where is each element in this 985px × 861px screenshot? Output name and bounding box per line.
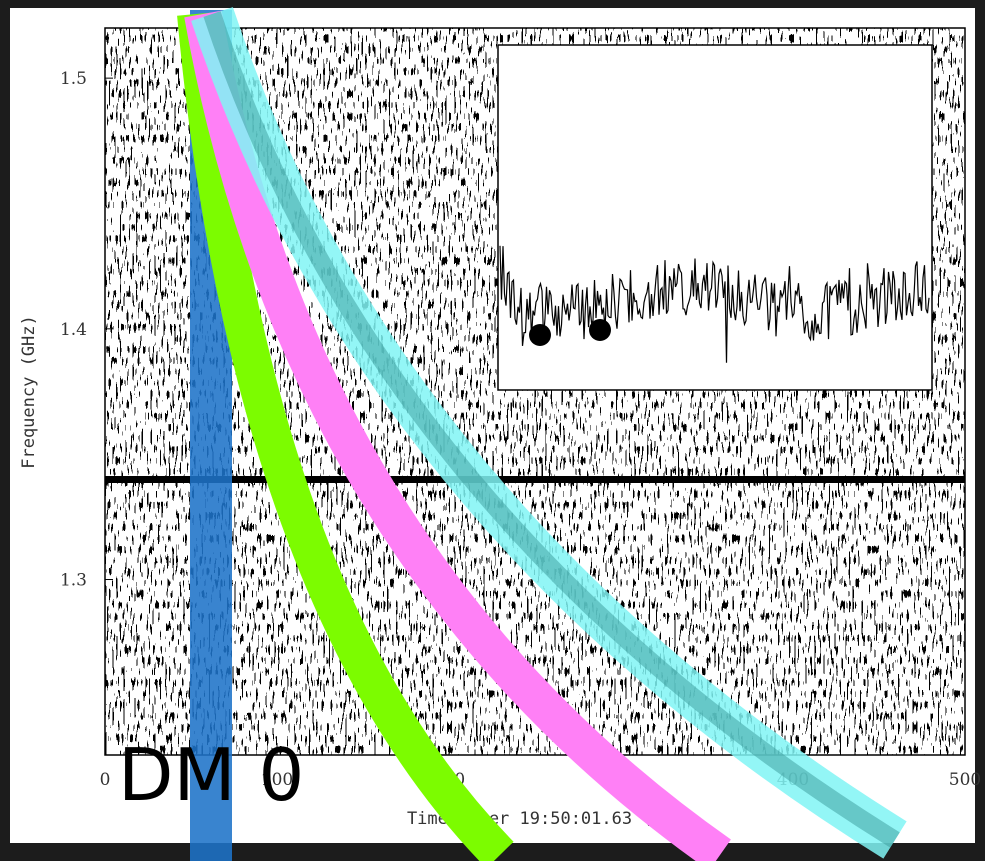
y-tick-label: 1.4	[60, 320, 87, 340]
y-tick-label: 1.3	[60, 571, 87, 591]
y-tick-label: 1.5	[60, 69, 87, 89]
page: {"chart_data": {"type": "spectrum", "xla…	[0, 0, 985, 861]
y-axis-label: Frequency (GHz)	[19, 315, 39, 469]
x-tick-label: 0	[100, 770, 111, 790]
rfi-line	[105, 476, 965, 483]
inset-dot	[589, 319, 611, 341]
inset-dot	[529, 324, 551, 346]
annotation: DM 0	[118, 733, 304, 817]
x-tick-label: 500	[949, 770, 981, 790]
inset-frame	[498, 45, 932, 390]
inset	[498, 45, 932, 390]
chart: 01002003004005001.31.41.5 Frequency (GHz…	[0, 0, 985, 861]
